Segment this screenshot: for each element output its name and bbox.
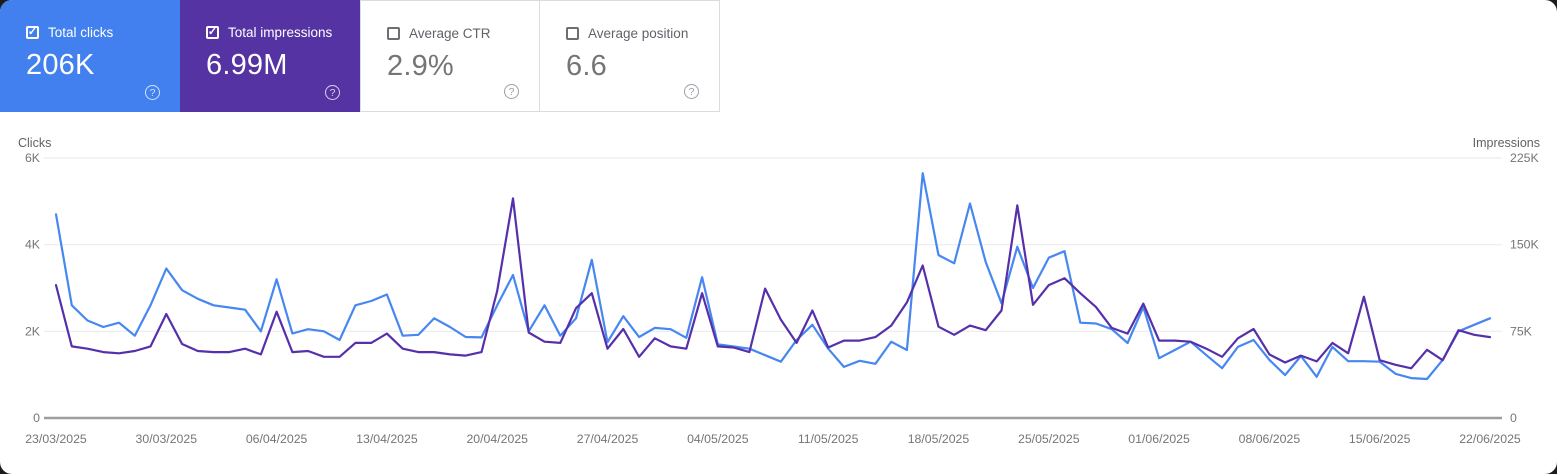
total-impressions-value: 6.99M (206, 49, 288, 81)
x-axis-date-label: 11/05/2025 (798, 432, 859, 446)
left-axis-title: Clicks (18, 136, 52, 150)
total-impressions-checkbox[interactable]: ✓ (206, 26, 219, 39)
total-impressions-label: Total impressions (228, 25, 333, 40)
metric-card-total-impressions[interactable]: ✓ Total impressions 6.99M ? (180, 0, 360, 112)
card-header: Average CTR (387, 26, 539, 41)
y-axis-tick-label-left: 4K (25, 238, 41, 252)
y-axis-tick-label-right: 75K (1510, 324, 1533, 338)
help-icon[interactable]: ? (684, 84, 699, 99)
x-axis-date-label: 20/04/2025 (466, 432, 528, 446)
metric-card-average-position[interactable]: Average position 6.6 ? (540, 0, 720, 112)
y-axis-tick-label-left: 2K (25, 324, 41, 338)
clicks-line (54, 172, 1492, 381)
x-axis-date-label: 22/06/2025 (1459, 432, 1521, 446)
x-axis-date-label: 23/03/2025 (25, 432, 87, 446)
metric-card-average-ctr[interactable]: Average CTR 2.9% ? (360, 0, 540, 112)
card-header: Average position (566, 26, 719, 41)
x-axis-date-label: 18/05/2025 (908, 432, 970, 446)
help-icon[interactable]: ? (504, 84, 519, 99)
average-position-checkbox[interactable] (566, 27, 579, 40)
x-axis-date-label: 06/04/2025 (246, 432, 308, 446)
card-header: ✓ Total impressions (206, 25, 360, 40)
card-header: ✓ Total clicks (26, 25, 180, 40)
help-icon[interactable]: ? (145, 85, 160, 100)
x-axis-date-label: 04/05/2025 (687, 432, 749, 446)
y-axis-tick-label-left: 0 (33, 411, 40, 425)
x-axis-date-label: 25/05/2025 (1018, 432, 1080, 446)
average-ctr-value: 2.9% (387, 50, 454, 82)
metric-cards-row: ✓ Total clicks 206K ? ✓ Total impression… (0, 0, 720, 112)
y-axis-tick-label-right: 225K (1510, 151, 1540, 165)
y-axis-tick-label-left: 6K (25, 151, 41, 165)
x-axis-date-label: 08/06/2025 (1239, 432, 1301, 446)
x-axis-date-label: 15/06/2025 (1349, 432, 1411, 446)
average-position-value: 6.6 (566, 50, 607, 82)
metric-card-total-clicks[interactable]: ✓ Total clicks 206K ? (0, 0, 180, 112)
right-axis-title: Impressions (1472, 136, 1540, 150)
total-clicks-label: Total clicks (48, 25, 114, 40)
total-clicks-checkbox[interactable]: ✓ (26, 26, 39, 39)
y-axis-tick-label-right: 0 (1510, 411, 1517, 425)
average-position-label: Average position (588, 26, 689, 41)
help-icon[interactable]: ? (325, 85, 340, 100)
total-clicks-value: 206K (26, 49, 95, 81)
x-axis-date-label: 27/04/2025 (577, 432, 639, 446)
y-axis-tick-label-right: 150K (1510, 238, 1540, 252)
x-axis-date-label: 30/03/2025 (136, 432, 198, 446)
x-axis-date-label: 13/04/2025 (356, 432, 418, 446)
impressions-line (54, 197, 1492, 370)
x-axis-date-label: 01/06/2025 (1128, 432, 1190, 446)
average-ctr-checkbox[interactable] (387, 27, 400, 40)
average-ctr-label: Average CTR (409, 26, 491, 41)
